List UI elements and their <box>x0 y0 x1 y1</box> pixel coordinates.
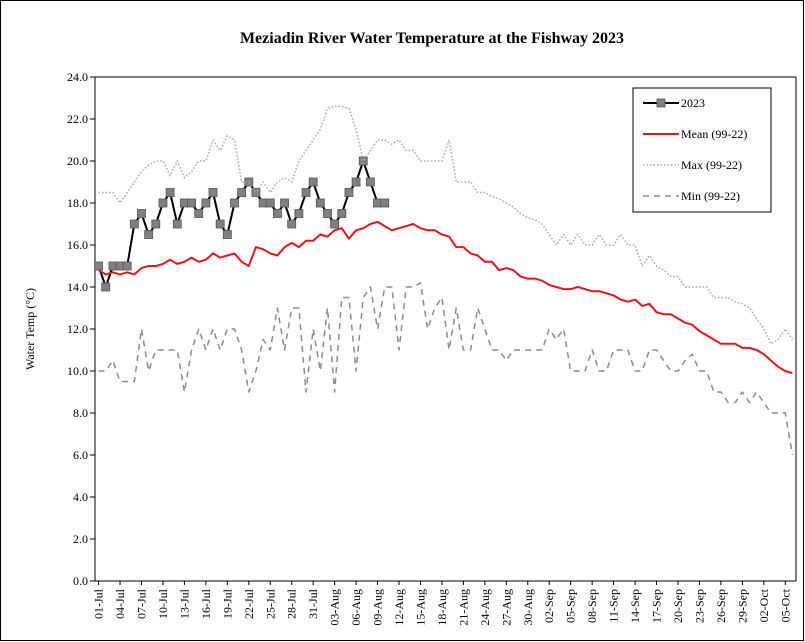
data-point <box>323 209 332 218</box>
x-tick-label: 09-Aug <box>371 589 385 626</box>
data-point <box>230 198 239 208</box>
x-tick-label: 05-Sep <box>564 589 578 623</box>
x-tick-label: 18-Aug <box>435 589 449 626</box>
y-tick-label: 2.0 <box>73 532 88 546</box>
y-axis-title: Water Temp (°C) <box>23 288 37 370</box>
data-point <box>358 156 368 166</box>
chart-title: Meziadin River Water Temperature at the … <box>240 30 624 47</box>
x-tick-label: 27-Aug <box>499 589 513 626</box>
series-line <box>98 105 794 345</box>
data-point <box>144 230 154 239</box>
data-point <box>187 198 196 208</box>
x-tick-label: 01-Jul <box>92 588 106 619</box>
data-point <box>337 209 347 218</box>
data-point <box>315 198 325 208</box>
data-point <box>122 261 132 271</box>
x-tick-label: 22-Jul <box>242 588 256 619</box>
data-point <box>201 198 211 208</box>
data-point <box>365 177 375 187</box>
x-tick-label: 04-Jul <box>113 588 127 619</box>
x-tick-label: 26-Sep <box>714 589 728 623</box>
legend-label: Max (99-22) <box>681 158 742 172</box>
x-tick-label: 05-Oct <box>778 588 792 622</box>
x-tick-label: 29-Sep <box>735 589 749 623</box>
y-tick-label: 16.0 <box>67 238 88 252</box>
x-tick-label: 07-Jul <box>134 588 148 619</box>
data-point <box>351 177 361 187</box>
y-tick-label: 0.0 <box>73 574 88 588</box>
x-tick-label: 17-Sep <box>650 589 664 623</box>
x-tick-label: 03-Aug <box>328 589 342 626</box>
x-tick-label: 25-Jul <box>263 588 277 619</box>
x-tick-label: 02-Oct <box>757 588 771 622</box>
x-tick-label: 15-Aug <box>413 589 427 626</box>
series-line <box>98 282 794 456</box>
x-tick-label: 13-Jul <box>177 588 191 619</box>
x-tick-label: 24-Aug <box>478 589 492 626</box>
x-tick-label: 20-Sep <box>671 589 685 623</box>
data-point <box>287 219 297 229</box>
data-point <box>294 209 304 218</box>
data-point <box>380 198 390 208</box>
x-tick-label: 19-Jul <box>220 588 234 619</box>
data-point <box>265 198 275 208</box>
legend-label: Mean (99-22) <box>681 127 747 141</box>
x-tick-label: 11-Sep <box>607 589 621 623</box>
x-tick-label: 30-Aug <box>521 589 535 626</box>
data-point <box>273 209 282 218</box>
data-point <box>172 219 182 229</box>
y-tick-label: 20.0 <box>67 154 88 168</box>
y-tick-label: 24.0 <box>67 70 88 84</box>
y-tick-label: 14.0 <box>67 280 88 294</box>
x-tick-label: 28-Jul <box>285 588 299 619</box>
y-tick-label: 6.0 <box>73 448 88 462</box>
data-point <box>280 198 289 208</box>
y-tick-label: 18.0 <box>67 196 88 210</box>
x-tick-label: 14-Sep <box>628 589 642 623</box>
series-line <box>98 220 793 375</box>
data-point <box>244 177 254 187</box>
data-point <box>301 188 311 197</box>
data-point <box>129 219 139 229</box>
legend-box <box>632 87 772 213</box>
data-point <box>308 177 318 187</box>
x-tick-label: 23-Sep <box>692 589 706 623</box>
y-tick-label: 8.0 <box>73 406 88 420</box>
x-tick-label: 10-Jul <box>156 588 170 619</box>
legend-label: Min (99-22) <box>681 189 740 203</box>
legend-marker <box>656 98 666 108</box>
y-tick-label: 22.0 <box>67 112 88 126</box>
data-point <box>101 282 111 292</box>
data-point <box>222 230 232 239</box>
data-point <box>194 209 204 218</box>
y-tick-label: 10.0 <box>67 364 88 378</box>
x-tick-label: 31-Jul <box>306 588 320 619</box>
data-point <box>344 188 354 197</box>
y-tick-label: 12.0 <box>67 322 88 336</box>
x-tick-label: 06-Aug <box>349 589 363 626</box>
data-point <box>151 219 161 229</box>
x-tick-label: 12-Aug <box>392 589 406 626</box>
data-point <box>208 188 218 197</box>
y-tick-label: 4.0 <box>73 490 88 504</box>
legend-label: 2023 <box>681 96 705 110</box>
data-point <box>94 261 103 271</box>
data-point <box>215 219 225 229</box>
data-point <box>251 188 261 197</box>
x-tick-label: 08-Sep <box>585 589 599 623</box>
data-point <box>237 188 247 197</box>
data-point <box>158 198 168 208</box>
data-point <box>330 219 340 229</box>
data-point <box>137 209 146 218</box>
x-tick-label: 16-Jul <box>199 588 213 619</box>
x-tick-label: 02-Sep <box>542 589 556 623</box>
x-tick-label: 21-Aug <box>456 589 470 626</box>
data-point <box>165 188 175 197</box>
